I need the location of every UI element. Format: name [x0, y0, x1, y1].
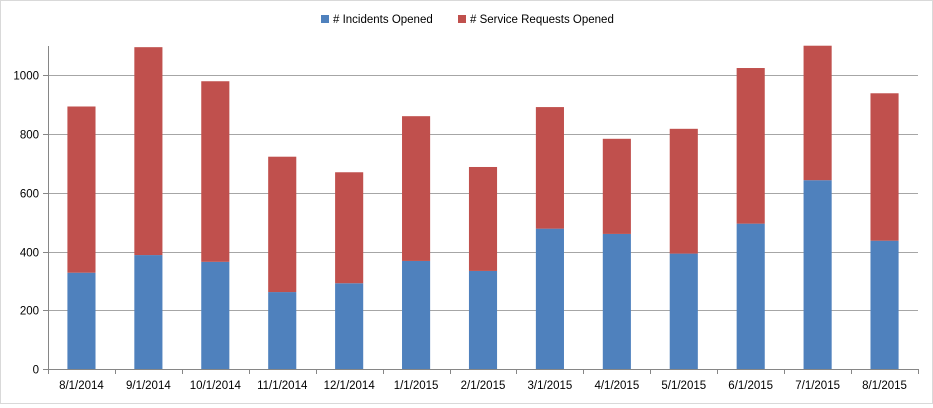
- y-tick-label: 800: [20, 130, 39, 142]
- x-tick-label: 1/1/2015: [394, 380, 439, 392]
- x-tick-label: 10/1/2014: [190, 380, 242, 392]
- legend-label-service-requests: # Service Requests Opened: [470, 14, 614, 26]
- bar-segment-incidents: [535, 228, 564, 369]
- axes: [43, 46, 919, 374]
- x-tick-label: 6/1/2015: [728, 380, 773, 392]
- x-tick-label: 2/1/2015: [461, 380, 506, 392]
- bar-segment-incidents: [736, 223, 765, 369]
- legend-swatch-incidents: [321, 15, 329, 23]
- bar-segment-incidents: [402, 260, 431, 369]
- bar-segment-incidents: [67, 272, 96, 369]
- bar-segment-service-requests: [468, 166, 498, 271]
- bar-segment-service-requests: [870, 93, 899, 241]
- legend-label-incidents: # Incidents Opened: [333, 14, 433, 26]
- x-tick-label: 5/1/2015: [661, 380, 706, 392]
- x-tick-label: 12/1/2014: [324, 380, 376, 392]
- bar-segment-incidents: [669, 253, 698, 369]
- legend-swatch-service-requests: [458, 15, 466, 23]
- x-tick-label: 3/1/2015: [528, 380, 573, 392]
- bar-segment-incidents: [335, 283, 364, 369]
- y-tick-labels: 0 200 400 600 800 1000: [13, 71, 39, 377]
- bar-segment-service-requests: [201, 81, 230, 262]
- x-tick-label: 9/1/2014: [126, 380, 171, 392]
- x-tick-label: 8/1/2015: [862, 380, 907, 392]
- legend: # Incidents Opened # Service Requests Ope…: [321, 14, 614, 26]
- bar-segment-service-requests: [67, 106, 96, 273]
- bar-segment-service-requests: [335, 172, 364, 284]
- bar-segment-service-requests: [602, 138, 631, 234]
- x-tick-label: 7/1/2015: [795, 380, 840, 392]
- x-tick-label: 11/1/2014: [257, 380, 308, 392]
- bar-segment-service-requests: [803, 45, 832, 181]
- x-tick-labels: 8/1/2014 9/1/2014 10/1/2014 11/1/2014 12/1/2…: [59, 380, 907, 392]
- x-tick-label: 4/1/2015: [594, 380, 639, 392]
- bar-segment-incidents: [602, 233, 631, 369]
- bar-segment-service-requests: [736, 68, 765, 224]
- bar-segment-service-requests: [535, 107, 564, 229]
- y-tick-label: 200: [20, 306, 39, 318]
- bar-segment-service-requests: [669, 128, 698, 254]
- y-tick-label: 1000: [13, 71, 39, 83]
- bar-segment-incidents: [803, 180, 832, 369]
- x-tick-label: 8/1/2014: [59, 380, 104, 392]
- bar-segment-service-requests: [402, 116, 431, 261]
- bar-segment-incidents: [201, 261, 230, 369]
- bar-segment-incidents: [870, 240, 899, 369]
- bar-segment-incidents: [134, 255, 163, 369]
- y-tick-label: 600: [20, 189, 39, 201]
- bar-segment-service-requests: [268, 156, 297, 293]
- bar-segment-incidents: [268, 292, 297, 369]
- bar-segment-service-requests: [134, 47, 163, 256]
- y-tick-label: 0: [33, 365, 39, 377]
- y-tick-label: 400: [20, 248, 39, 260]
- bars: [67, 45, 899, 369]
- bar-segment-incidents: [468, 270, 498, 369]
